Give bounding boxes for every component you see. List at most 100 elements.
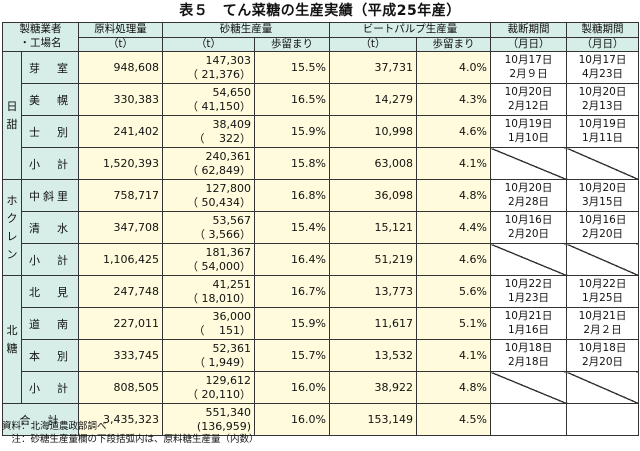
cutting-period-cell: 10月22日 1月23日 (490, 275, 567, 308)
table-row: ホクレン中斜里 758,717 127,800 （ 50,434） 16.8% 36,09… (2, 179, 639, 276)
pulp-amount: 10,998 (329, 115, 417, 148)
raw-sugar-amount: （ 20,110） (187, 387, 251, 401)
group-name-char: レ (6, 229, 18, 243)
factory-name: 小 計 (21, 147, 79, 180)
pulp-amount: 38,922 (329, 371, 417, 404)
total-cutting-empty (490, 403, 567, 436)
sugar-yield: 15.7% (254, 339, 330, 372)
sugar-yield: 15.9% (254, 115, 330, 148)
group-name-char: 糖 (6, 341, 18, 355)
sugar-amount: 36,000 (212, 309, 252, 323)
sugar-amount-cell: 38,409 （ 322） (162, 115, 255, 148)
milling-period-cell: 10月18日 2月20日 (566, 339, 639, 372)
total-pulp-amount: 153,149 (329, 403, 417, 436)
sugar-amount-cell: 181,367 （ 54,000） (162, 243, 255, 276)
cutting-period-cell: 10月21日 1月16日 (490, 307, 567, 340)
group-name-char: 北 (6, 323, 18, 337)
factory-name: 小 計 (21, 243, 79, 276)
header-factory: ・工場名 (19, 37, 62, 49)
sugar-amount-cell: 240,361 （ 62,849） (162, 147, 255, 180)
table-row: 本 別 333,745 52,361 （ 1,949） 15.7% 13,532 4.1% 1… (3, 339, 639, 372)
header-pulp: ビートパルプ生産量 (329, 22, 491, 38)
raw-amount: 758,717 (78, 179, 163, 212)
sugar-yield: 15.5% (254, 51, 330, 84)
cutting-period-end: 2月20日 (507, 227, 550, 240)
raw-amount: 247,748 (78, 275, 163, 308)
sugar-yield: 16.4% (254, 243, 330, 276)
cutting-period-end: 2月12日 (507, 99, 550, 112)
raw-amount: 1,520,393 (78, 147, 163, 180)
milling-period-start: 10月21日 (578, 309, 627, 322)
group-name-char: 日 (6, 99, 18, 113)
raw-sugar-amount: （ 3,566） (194, 227, 251, 241)
sugar-amount-cell: 127,800 （ 50,434） (162, 179, 255, 212)
group-name-char: ン (6, 247, 18, 261)
header-mill-unit: （月日） (566, 36, 639, 52)
cutting-period-end: 1月16日 (507, 323, 550, 336)
sugar-amount-cell: 52,361 （ 1,949） (162, 339, 255, 372)
header-cut: 裁断期間 (490, 22, 567, 38)
sugar-yield: 16.5% (254, 83, 330, 116)
group-name-char: ホ (6, 193, 18, 207)
pulp-amount: 37,731 (329, 51, 417, 84)
pulp-yield: 4.0% (416, 51, 491, 84)
table-header: 製糖業者 ・工場名 原料処理量 砂糖生産量 ビートパルプ生産量 裁断期間 製糖期… (2, 22, 639, 52)
milling-period-start: 10月18日 (578, 341, 627, 354)
sugar-amount-cell: 54,650 （ 41,150） (162, 83, 255, 116)
sugar-yield: 16.8% (254, 179, 330, 212)
raw-sugar-amount: （ 18,010） (187, 291, 251, 305)
raw-sugar-amount: （ 151） (193, 323, 252, 337)
sugar-yield: 15.4% (254, 211, 330, 244)
factory-name: 中斜里 (21, 179, 79, 212)
factory-name: 士 別 (21, 115, 79, 148)
group-name-cell: 北糖 (2, 275, 22, 404)
milling-period-cell: 10月19日 1月11日 (566, 115, 639, 148)
header-pulp-yield: 歩留まり (416, 36, 491, 52)
table-row: 小 計 1,520,393 240,361 （ 62,849） 15.8% 63,008 4… (3, 147, 639, 180)
table-row: 美 幌 330,383 54,650 （ 41,150） 16.5% 14,279 4.3%… (3, 83, 639, 116)
cutting-period-cell: 10月18日 2月18日 (490, 339, 567, 372)
sugar-amount: 127,800 (205, 181, 252, 195)
factory-name: 本 別 (21, 339, 79, 372)
pulp-yield: 5.6% (416, 275, 491, 308)
raw-amount: 808,505 (78, 371, 163, 404)
total-sugar-cell: 551,340 (136,959) (162, 403, 255, 436)
factory-name: 道 南 (21, 307, 79, 340)
milling-period-end: 2月20日 (581, 355, 624, 368)
sugar-amount: 41,251 (212, 277, 252, 291)
table-row: 小 計 808,505 129,612 （ 20,110） 16.0% 38,922 4.8… (3, 371, 639, 404)
milling-period-cell: 10月17日 4月23日 (566, 51, 639, 84)
cutting-period-start: 10月19日 (504, 117, 553, 130)
raw-amount: 333,745 (78, 339, 163, 372)
cutting-period-cell: 10月16日 2月20日 (490, 211, 567, 244)
pulp-amount: 36,098 (329, 179, 417, 212)
sugar-yield: 16.0% (254, 371, 330, 404)
milling-period-end: 2月20日 (581, 227, 624, 240)
sugar-amount-cell: 129,612 （ 20,110） (162, 371, 255, 404)
cutting-period-cell: 10月20日 2月12日 (490, 83, 567, 116)
milling-period-cell: 10月16日 2月20日 (566, 211, 639, 244)
sugar-amount-cell: 53,567 （ 3,566） (162, 211, 255, 244)
pulp-amount: 13,532 (329, 339, 417, 372)
cutting-period-end: 1月23日 (507, 291, 550, 304)
milling-period-cell: 10月20日 3月15日 (566, 179, 639, 212)
milling-period-cell: 10月22日 1月25日 (566, 275, 639, 308)
cutting-period-end: 1月10日 (507, 131, 550, 144)
pulp-yield: 4.6% (416, 243, 491, 276)
cutting-period-start: 10月20日 (504, 85, 553, 98)
milling-period-end: 2月13日 (581, 99, 624, 112)
milling-period-start: 10月19日 (578, 117, 627, 130)
sugar-yield: 15.8% (254, 147, 330, 180)
header-company-cell: 製糖業者 ・工場名 (2, 22, 79, 52)
total-sugar-yield: 16.0% (254, 403, 330, 436)
raw-sugar-amount: （ 62,849） (187, 163, 251, 177)
group-name-char: 甜 (6, 117, 18, 131)
sugar-amount-cell: 147,303 （ 21,376） (162, 51, 255, 84)
milling-period-start: 10月16日 (578, 213, 627, 226)
cutting-period-cell: 10月20日 2月28日 (490, 179, 567, 212)
header-sugar: 砂糖生産量 (162, 22, 330, 38)
raw-sugar-amount: （ 50,434） (187, 195, 251, 209)
pulp-yield: 4.4% (416, 211, 491, 244)
sugar-amount: 147,303 (205, 53, 252, 67)
